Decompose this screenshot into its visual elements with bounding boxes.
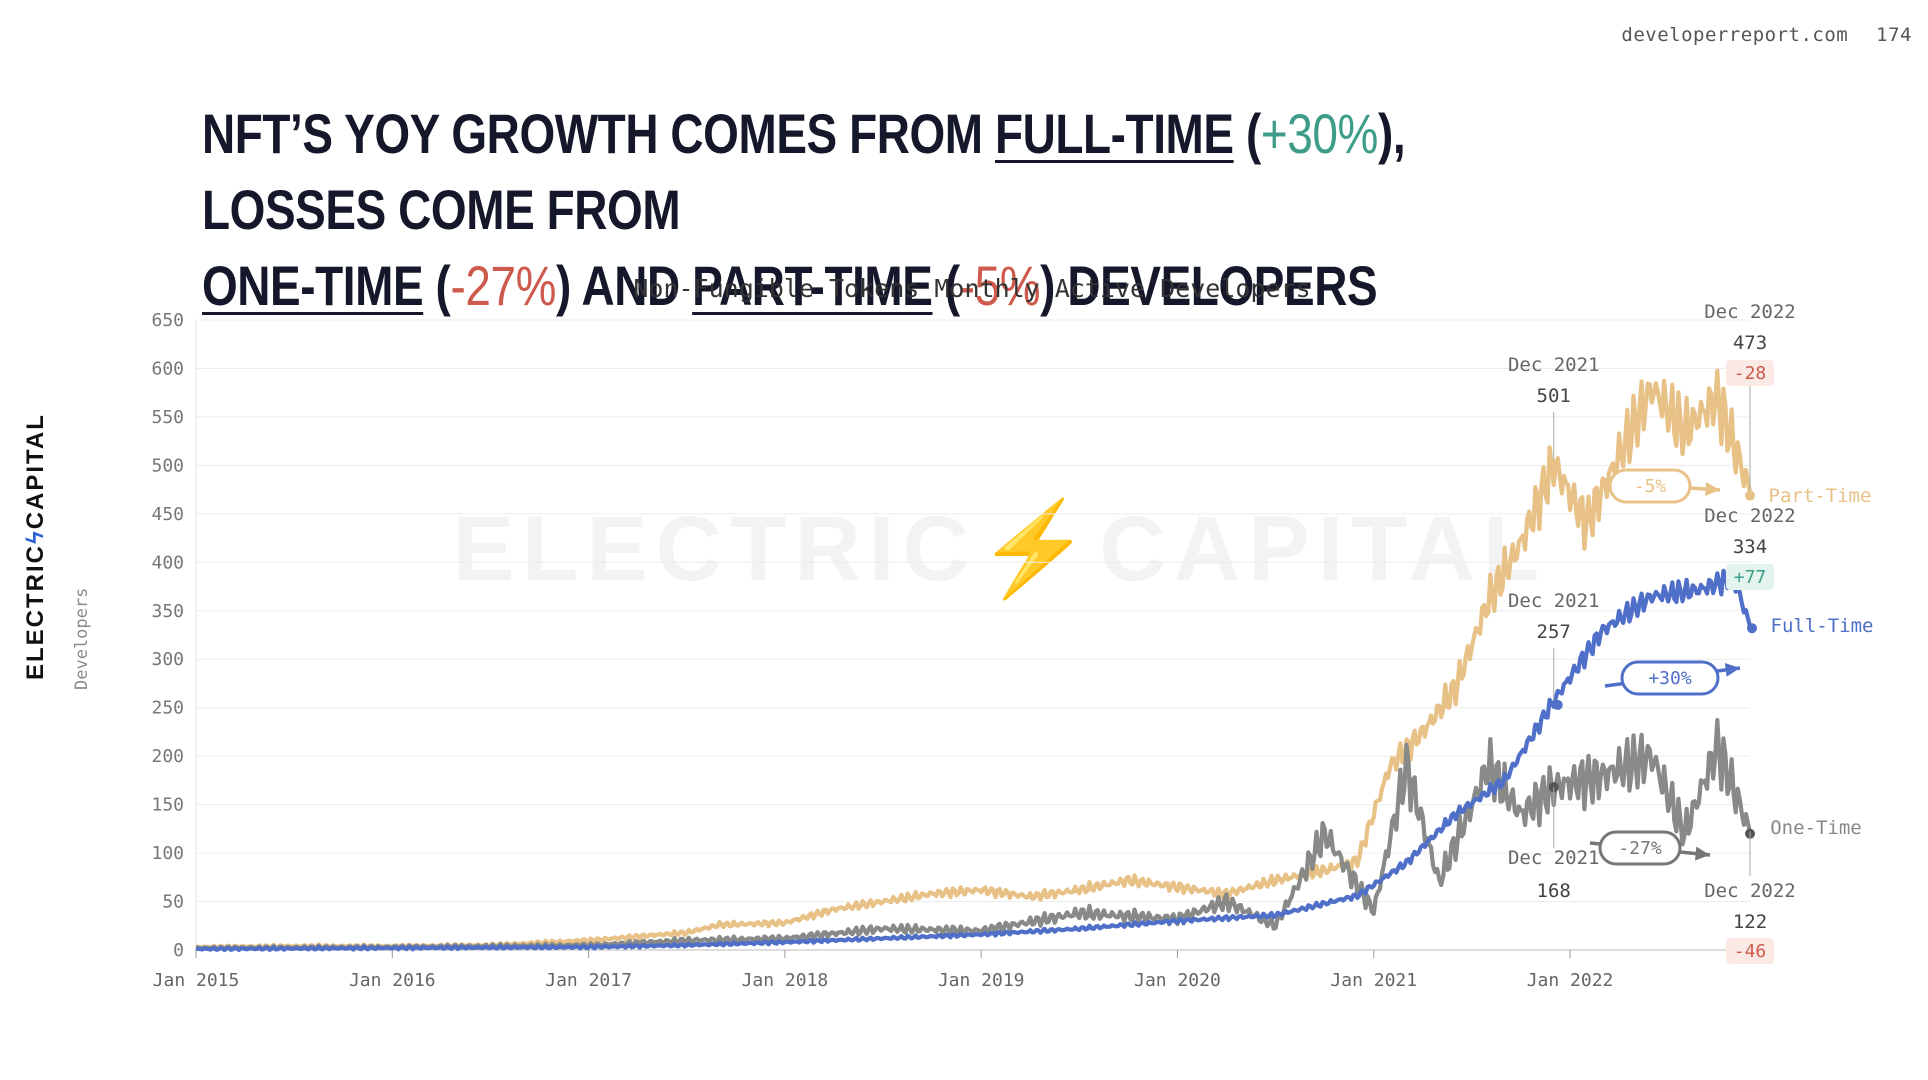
title-line-2: ONE-TIME (-27%) AND PART-TIME (-5%) DEVE…	[202, 248, 1481, 324]
series-line-full-time	[195, 564, 1753, 953]
ft-end-date: Dec 2022	[1704, 505, 1796, 527]
pt-start-date: Dec 2021	[1508, 354, 1600, 376]
title-text-2h: ) DEVELOPERS	[1040, 254, 1378, 317]
ot-start-date: Dec 2021	[1508, 847, 1600, 869]
x-tick-label: Jan 2018	[742, 970, 829, 991]
title-text-1e: ), LOSSES COME FROM	[202, 102, 1406, 241]
pt-end-date: Dec 2022	[1704, 301, 1796, 323]
ot-delta: -46	[1734, 941, 1767, 962]
y-tick-label: 550	[151, 407, 184, 428]
y-tick-label: 400	[151, 552, 184, 573]
ot-arrow-head	[1694, 846, 1710, 861]
y-tick-label: 100	[151, 843, 184, 864]
title-onetime-pct: -27%	[450, 254, 557, 317]
pt-pct-pill	[1608, 468, 1692, 504]
ot-start-value: 168	[1537, 880, 1571, 902]
title-onetime-label: ONE-TIME	[202, 254, 424, 317]
ft-start-value: 257	[1537, 621, 1571, 643]
pt-series-label: Part-Time	[1769, 485, 1872, 507]
ft-delta-bg	[1726, 564, 1774, 590]
ot-delta-bg	[1726, 938, 1774, 964]
y-tick-label: 0	[173, 940, 184, 961]
ft-pct-label: +30%	[1648, 668, 1692, 689]
title-text-2b: (	[423, 254, 451, 317]
page-number: 174	[1876, 24, 1912, 46]
series-line-one-time	[195, 718, 1753, 952]
ft-delta: +77	[1734, 567, 1767, 588]
pt-pct-label: -5%	[1634, 476, 1667, 497]
x-tick-label: Jan 2016	[349, 970, 436, 991]
ft-arrow-head	[1724, 663, 1740, 677]
x-tick-label: Jan 2017	[545, 970, 632, 991]
title-parttime-label: PART-TIME	[692, 254, 933, 317]
title-text-1a: NFT’S YOY GROWTH COMES FROM	[202, 102, 996, 165]
y-tick-label: 250	[151, 698, 184, 719]
y-tick-label: 500	[151, 455, 184, 476]
y-tick-label: 650	[151, 310, 184, 331]
pt-delta-bg	[1726, 360, 1774, 386]
ft-series-label: Full-Time	[1771, 615, 1874, 637]
x-tick-label: Jan 2019	[938, 970, 1025, 991]
ft-end-value: 334	[1733, 536, 1767, 558]
ft-start-date: Dec 2021	[1508, 590, 1600, 612]
title-line-1: NFT’S YOY GROWTH COMES FROM FULL-TIME (+…	[202, 96, 1481, 248]
title-text-2f: (	[932, 254, 960, 317]
ft-end-dot	[1747, 623, 1757, 634]
ot-pct-pill	[1598, 830, 1682, 866]
site-header: developerreport.com 174	[1621, 24, 1912, 46]
title-fulltime-pct: +30%	[1260, 102, 1379, 165]
ot-series-label: One-Time	[1770, 817, 1862, 839]
ft-pct-pill	[1620, 660, 1720, 696]
pt-arrow-head	[1705, 482, 1720, 496]
site-url: developerreport.com	[1621, 24, 1849, 46]
ft-start-dot	[1552, 699, 1563, 710]
x-tick-label: Jan 2021	[1330, 970, 1417, 991]
y-tick-label: 450	[151, 504, 184, 525]
ot-end-date: Dec 2022	[1704, 880, 1796, 902]
pt-start-value: 501	[1537, 385, 1571, 407]
x-tick-label: Jan 2015	[153, 970, 240, 991]
y-tick-label: 150	[151, 795, 184, 816]
title-parttime-pct: -5%	[959, 254, 1041, 317]
pt-delta: -28	[1734, 363, 1767, 384]
title-text-1c: (	[1233, 102, 1261, 165]
pt-end-value: 473	[1733, 332, 1767, 354]
y-tick-label: 200	[151, 746, 184, 767]
y-tick-label: 600	[151, 358, 184, 379]
x-tick-label: Jan 2022	[1527, 970, 1614, 991]
page-title: NFT’S YOY GROWTH COMES FROM FULL-TIME (+…	[202, 96, 1481, 324]
chart-title: Non-Fungible Tokens Monthly Active Devel…	[633, 274, 1310, 303]
pt-start-dot	[1548, 459, 1559, 470]
title-fulltime-label: FULL-TIME	[995, 102, 1234, 165]
y-tick-label: 50	[162, 892, 184, 913]
y-tick-label: 350	[151, 601, 184, 622]
watermark-text: ELECTRIC⚡CAPITAL	[453, 496, 1547, 603]
y-tick-label: 300	[151, 649, 184, 670]
ot-pct-label: -27%	[1618, 838, 1662, 859]
ot-end-value: 122	[1733, 911, 1767, 933]
pt-end-dot	[1745, 490, 1755, 501]
x-tick-label: Jan 2020	[1134, 970, 1221, 991]
title-text-2d: ) AND	[556, 254, 693, 317]
